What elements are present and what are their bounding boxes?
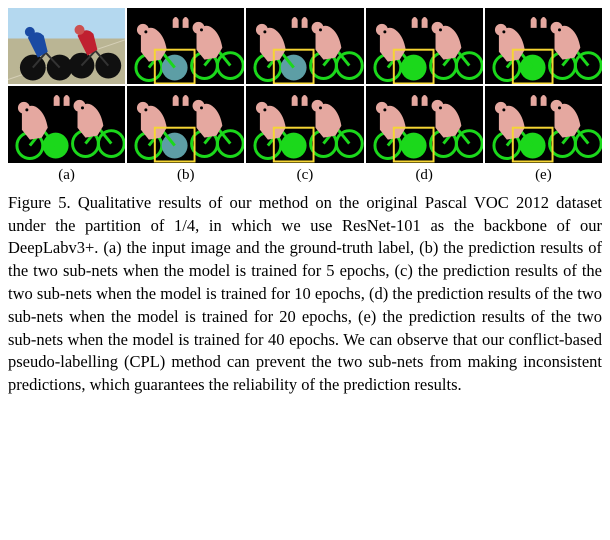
tile-r1-b (127, 86, 244, 162)
tile-r0-b (127, 8, 244, 84)
col-label-a: (a) (8, 167, 125, 184)
figure-caption: Figure 5. Qualitative results of our met… (8, 192, 602, 397)
figure-5: (a) (b) (c) (d) (e) Figure 5. Qualitativ… (8, 8, 602, 397)
tile-input-photo (8, 8, 125, 84)
tile-r1-d (366, 86, 483, 162)
col-label-e: (e) (485, 167, 602, 184)
col-label-d: (d) (366, 167, 483, 184)
tile-r1-e (485, 86, 602, 162)
tile-r0-e (485, 8, 602, 84)
tile-ground-truth (8, 86, 125, 162)
col-label-b: (b) (127, 167, 244, 184)
tile-r0-d (366, 8, 483, 84)
result-grid (8, 8, 602, 163)
tile-r1-c (246, 86, 363, 162)
tile-r0-c (246, 8, 363, 84)
column-labels: (a) (b) (c) (d) (e) (8, 167, 602, 184)
col-label-c: (c) (246, 167, 363, 184)
